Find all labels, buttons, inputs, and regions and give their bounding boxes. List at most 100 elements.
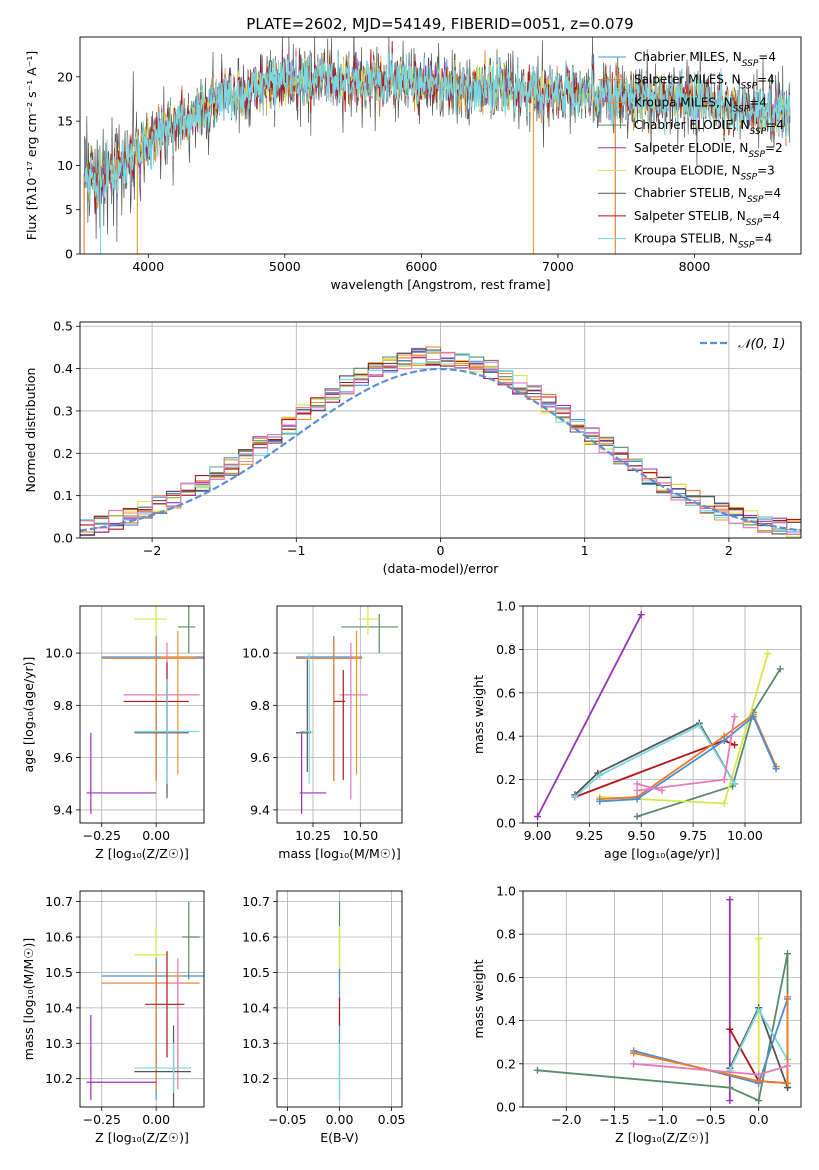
spectrum-chabrier_stelib xyxy=(83,37,791,243)
y-tick-label: 9.8 xyxy=(250,698,270,713)
series-marker xyxy=(726,1025,734,1033)
series-marker xyxy=(784,950,792,958)
x-tick-label: 10.25 xyxy=(295,828,331,843)
y-tick-label: 0.5 xyxy=(53,319,73,334)
series-pink xyxy=(636,783,663,792)
x-axis-label: (data-model)/error xyxy=(383,561,500,576)
x-tick-label: 1 xyxy=(581,543,589,558)
axes-frame xyxy=(79,321,802,539)
x-tick-label: 5000 xyxy=(269,259,301,274)
x-axis-label: wavelength [Angstrom, rest frame] xyxy=(330,277,550,292)
series-marker xyxy=(784,993,792,1001)
series-marker xyxy=(633,780,641,788)
series-marker xyxy=(596,797,604,805)
y-tick-label: 0.8 xyxy=(496,642,516,657)
axes-frame xyxy=(79,36,802,255)
series-marker xyxy=(571,793,579,801)
y-tick-label: 10 xyxy=(57,158,73,173)
spectrum-lines xyxy=(83,37,791,254)
x-tick-label: 10.50 xyxy=(342,828,378,843)
series-marker xyxy=(776,665,784,673)
axes-frame xyxy=(522,890,802,1108)
x-tick-label: 9.75 xyxy=(679,828,707,843)
legend-label: Chabrier STELIB, NSSP=4 xyxy=(634,186,781,205)
y-tick-label: 10.6 xyxy=(45,930,73,945)
series-marker xyxy=(720,776,728,784)
series-marker xyxy=(720,799,728,807)
series-marker xyxy=(630,1060,638,1068)
series-marker xyxy=(637,611,645,619)
x-tick-label: 9.00 xyxy=(524,828,552,843)
series-kroupa_stelib xyxy=(574,724,736,798)
y-tick-label: 9.4 xyxy=(250,802,270,817)
series-salpeter_elodie xyxy=(536,614,643,817)
series-marker xyxy=(630,1049,638,1057)
series-marker xyxy=(596,771,604,779)
series-marker xyxy=(658,786,666,794)
x-tick-label: 0.05 xyxy=(378,1112,406,1127)
y-tick-label: 0.2 xyxy=(53,446,73,461)
x-axis-label: mass [log₁₀(M/M☉)] xyxy=(278,846,400,861)
y-tick-label: 5 xyxy=(65,202,73,217)
y-tick-label: 0.6 xyxy=(496,970,516,985)
legend-label: 𝒩(0, 1) xyxy=(738,337,785,352)
x-tick-label: 0.00 xyxy=(326,1112,354,1127)
x-tick-label: 9.50 xyxy=(627,828,655,843)
histograms xyxy=(80,346,801,538)
y-tick-label: 10.0 xyxy=(45,646,73,661)
x-tick-label: 10.00 xyxy=(727,828,763,843)
series-marker xyxy=(784,1062,792,1070)
y-tick-label: 0.0 xyxy=(496,1100,516,1115)
y-tick-label: 20 xyxy=(57,69,73,84)
series-marker xyxy=(731,713,739,721)
series-marker xyxy=(720,737,728,745)
x-tick-label: 6000 xyxy=(405,259,437,274)
y-axis-label: Flux [fλ10⁻¹⁷ erg cm⁻² s⁻¹ A⁻¹] xyxy=(24,51,39,240)
series-marker xyxy=(534,812,542,820)
series-lines xyxy=(534,611,784,820)
series-marker xyxy=(755,1097,763,1105)
series-marker xyxy=(726,1084,734,1092)
y-tick-label: 15 xyxy=(57,114,73,129)
y-tick-label: 0 xyxy=(65,247,73,262)
series-lines xyxy=(533,896,792,1105)
y-tick-label: 10.6 xyxy=(242,930,270,945)
histogram-pink xyxy=(80,352,801,535)
x-axis-label: Z [log₁₀(Z/Z☉)] xyxy=(615,1130,709,1145)
y-tick-label: 10.4 xyxy=(45,1000,73,1015)
x-tick-label: 0.0 xyxy=(749,1112,769,1127)
y-tick-label: 10.3 xyxy=(242,1036,270,1051)
axes-frame xyxy=(79,605,205,824)
axes-frame xyxy=(79,890,205,1108)
x-axis-label: E(B-V) xyxy=(320,1130,359,1145)
series-marker xyxy=(755,1006,763,1014)
y-tick-label: 10.2 xyxy=(45,1071,73,1086)
series-marker xyxy=(695,721,703,729)
series-marker xyxy=(731,741,739,749)
x-axis-label: Z [log₁₀(Z/Z☉)] xyxy=(95,1130,189,1145)
y-tick-label: 10.7 xyxy=(242,894,270,909)
x-tick-label: −0.5 xyxy=(695,1112,725,1127)
y-tick-label: 9.4 xyxy=(53,802,73,817)
axes-frame xyxy=(522,605,802,824)
series-marker xyxy=(749,713,757,721)
x-tick-label: −0.25 xyxy=(83,828,121,843)
y-tick-label: 0.3 xyxy=(53,403,73,418)
legend-label: Salpeter ELODIE, NSSP=2 xyxy=(634,141,783,160)
series-marker xyxy=(755,1077,763,1085)
y-tick-label: 10.5 xyxy=(242,965,270,980)
x-tick-label: 0.00 xyxy=(142,828,170,843)
y-tick-label: 1.0 xyxy=(496,599,516,614)
series-salpeter_miles xyxy=(633,996,789,1085)
spectrum-salpeter_stelib xyxy=(83,41,791,214)
y-tick-label: 9.6 xyxy=(53,750,73,765)
x-tick-label: 9.25 xyxy=(575,828,603,843)
errorbars xyxy=(86,901,204,1107)
y-tick-label: 0.6 xyxy=(496,685,516,700)
y-tick-label: 10.5 xyxy=(45,965,73,980)
histogram-salpeter_stelib xyxy=(80,357,801,530)
x-tick-label: −1 xyxy=(287,543,305,558)
x-tick-label: 8000 xyxy=(679,259,711,274)
y-axis-label: Normed distribution xyxy=(23,368,38,493)
x-tick-label: −0.05 xyxy=(268,1112,306,1127)
